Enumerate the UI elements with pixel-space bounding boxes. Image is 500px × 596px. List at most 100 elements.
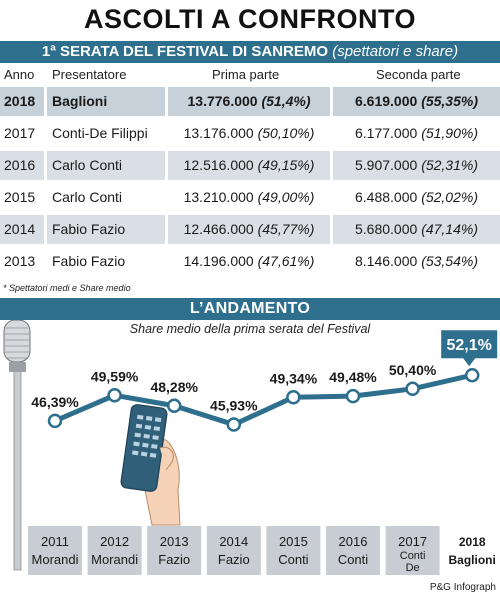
table-header: Anno Presentatore Prima parte Seconda pa… <box>0 65 500 85</box>
x-tick-year: 2016 <box>339 534 368 549</box>
data-label: 46,39% <box>31 394 79 410</box>
axis-label-box <box>385 526 440 575</box>
data-point <box>345 388 361 404</box>
microphone-icon <box>3 320 31 571</box>
cell-host: Fabio Fazio <box>47 215 165 244</box>
prima-parte-viewers: 13.210.000 <box>183 189 254 205</box>
axis-label-box <box>28 526 82 575</box>
data-label: 49,34% <box>270 370 318 386</box>
share-line-chart: 2011 Morandi 2012 Morandi 2013 Fazio 2014 Fazio… <box>3 320 500 575</box>
column-header-prima-parte: Prima parte <box>212 67 280 82</box>
chart-caption: Share medio della prima serata del Festi… <box>129 322 371 336</box>
x-tick-name: Morandi <box>91 552 138 567</box>
prima-parte-share: (50,10%) <box>257 125 315 141</box>
table-note: * Spettatori medi e Share medio <box>3 283 131 293</box>
table-row: 2016 Carlo Conti 12.516.000 (49,15%) 5.907.… <box>0 151 500 180</box>
column-header-presentatore: Presentatore <box>52 67 127 82</box>
cell-host: Carlo Conti <box>47 183 165 212</box>
seconda-parte-share: (52,02%) <box>421 189 478 205</box>
page-title: ASCOLTI A CONFRONTO <box>84 4 416 34</box>
prima-parte-share: (45,77%) <box>257 221 315 237</box>
data-point <box>464 367 480 383</box>
axis-label-box <box>87 526 142 575</box>
axis-label-box <box>445 526 500 575</box>
series-line <box>54 372 473 428</box>
prima-parte-viewers: 13.176.000 <box>183 125 254 141</box>
x-tick-name: Baglioni <box>449 553 496 567</box>
data-point <box>107 388 122 403</box>
data-label: 45,93% <box>210 398 258 414</box>
table-row: 2018 Baglioni 13.776.000 (51,4%) 6.619.000 … <box>0 87 500 116</box>
cell-prima-parte: 13.776.000 (51,4%) <box>168 87 330 116</box>
x-tick-name: Fazio <box>218 552 250 567</box>
x-tick-year: 2017 <box>398 534 427 549</box>
column-header-anno: Anno <box>4 67 35 82</box>
seconda-parte-viewers: 6.177.000 <box>355 125 418 141</box>
cell-host: Conti-De Filippi <box>47 119 165 148</box>
cell-prima-parte: 13.176.000 (50,10%) <box>168 119 330 148</box>
cell-host: Fabio Fazio <box>47 247 165 276</box>
cell-prima-parte: 12.466.000 (45,77%) <box>168 215 330 244</box>
prima-parte-viewers: 14.196.000 <box>183 253 254 269</box>
cell-seconda-parte: 6.177.000 (51,90%) <box>333 119 500 148</box>
data-point <box>47 413 63 429</box>
seconda-parte-share: (47,14%) <box>421 221 478 237</box>
axis-label-box <box>206 526 261 575</box>
cell-seconda-parte: 5.680.000 (47,14%) <box>333 215 500 244</box>
cell-year: 2017 <box>0 119 44 148</box>
prima-parte-viewers: 13.776.000 <box>187 93 258 109</box>
credit-label: P&G Infograph <box>429 582 496 593</box>
x-tick-name: Morandi <box>32 552 79 567</box>
seconda-parte-viewers: 5.907.000 <box>355 157 418 173</box>
axis-label-box <box>326 526 380 575</box>
axis-label-box <box>266 526 321 575</box>
x-tick-year: 2011 <box>41 534 69 549</box>
prima-parte-share: (49,15%) <box>257 157 315 173</box>
data-point <box>405 381 420 397</box>
seconda-parte-share: (55,35%) <box>421 93 478 109</box>
cell-prima-parte: 12.516.000 (49,15%) <box>168 151 330 180</box>
x-tick-name: Conti <box>400 550 426 562</box>
x-tick-name: Conti <box>278 552 308 567</box>
table-subtitle: (spettatori e share) <box>332 43 459 60</box>
cell-seconda-parte: 6.488.000 (52,02%) <box>333 183 500 212</box>
seconda-parte-viewers: 6.619.000 <box>355 93 418 109</box>
prima-parte-viewers: 12.516.000 <box>183 157 254 173</box>
cell-host: Baglioni <box>47 87 165 116</box>
cell-year: 2018 <box>0 87 44 116</box>
cell-year: 2016 <box>0 151 44 180</box>
table-row: 2017 Conti-De Filippi 13.176.000 (50,10%) 6… <box>0 119 500 148</box>
prima-parte-share: (47,61%) <box>257 253 315 269</box>
cell-prima-parte: 14.196.000 (47,61%) <box>168 247 330 276</box>
prima-parte-viewers: 12.466.000 <box>183 221 254 237</box>
cell-seconda-parte: 6.619.000 (55,35%) <box>333 87 500 116</box>
x-tick-year: 2012 <box>100 534 129 549</box>
table-row: 2013 Fabio Fazio 14.196.000 (47,61%) 8.146.… <box>0 247 500 276</box>
table-row: 2015 Carlo Conti 13.210.000 (49,00%) 6.488.… <box>0 183 500 212</box>
cell-seconda-parte: 5.907.000 (52,31%) <box>333 151 500 180</box>
trend-title: L’ANDAMENTO <box>0 298 500 320</box>
data-point <box>166 398 182 414</box>
prima-parte-share: (49,00%) <box>257 189 315 205</box>
table-title-band: 1ª SERATA DEL FESTIVAL DI SANREMO (spett… <box>0 41 500 63</box>
axis-label-box <box>147 526 202 575</box>
data-label: 49,48% <box>329 369 377 385</box>
seconda-parte-viewers: 8.146.000 <box>355 253 418 269</box>
table-row: 2014 Fabio Fazio 12.466.000 (45,77%) 5.680.… <box>0 215 500 244</box>
cell-host: Carlo Conti <box>47 151 165 180</box>
remote-control-icon <box>120 404 181 526</box>
x-tick-name: Filippi <box>398 574 427 575</box>
cell-year: 2013 <box>0 247 44 276</box>
data-label: 52,1% <box>447 337 492 354</box>
cell-year: 2014 <box>0 215 44 244</box>
data-label: 49,59% <box>91 368 139 384</box>
cell-year: 2015 <box>0 183 44 212</box>
data-point <box>226 417 242 432</box>
seconda-parte-viewers: 5.680.000 <box>355 221 418 237</box>
data-label: 48,28% <box>150 379 198 395</box>
cell-prima-parte: 13.210.000 (49,00%) <box>168 183 330 212</box>
data-point <box>286 390 301 405</box>
x-tick-name: Conti <box>338 552 368 567</box>
prima-parte-share: (51,4%) <box>261 93 311 109</box>
seconda-parte-viewers: 6.488.000 <box>355 189 418 205</box>
